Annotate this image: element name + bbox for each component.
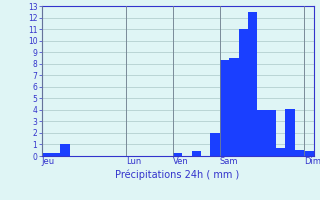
Bar (304, 151, 314, 156)
Bar (192, 151, 201, 156)
Bar (267, 110, 276, 156)
Bar (229, 58, 239, 156)
Bar (257, 110, 267, 156)
Bar (285, 109, 295, 156)
Bar (173, 153, 182, 156)
Bar (42, 153, 51, 156)
Bar (220, 60, 229, 156)
Bar (60, 144, 70, 156)
X-axis label: Précipitations 24h ( mm ): Précipitations 24h ( mm ) (116, 169, 240, 180)
Bar (295, 150, 304, 156)
Bar (211, 133, 220, 156)
Bar (248, 12, 257, 156)
Bar (239, 29, 248, 156)
Bar (51, 153, 60, 156)
Bar (276, 148, 285, 156)
